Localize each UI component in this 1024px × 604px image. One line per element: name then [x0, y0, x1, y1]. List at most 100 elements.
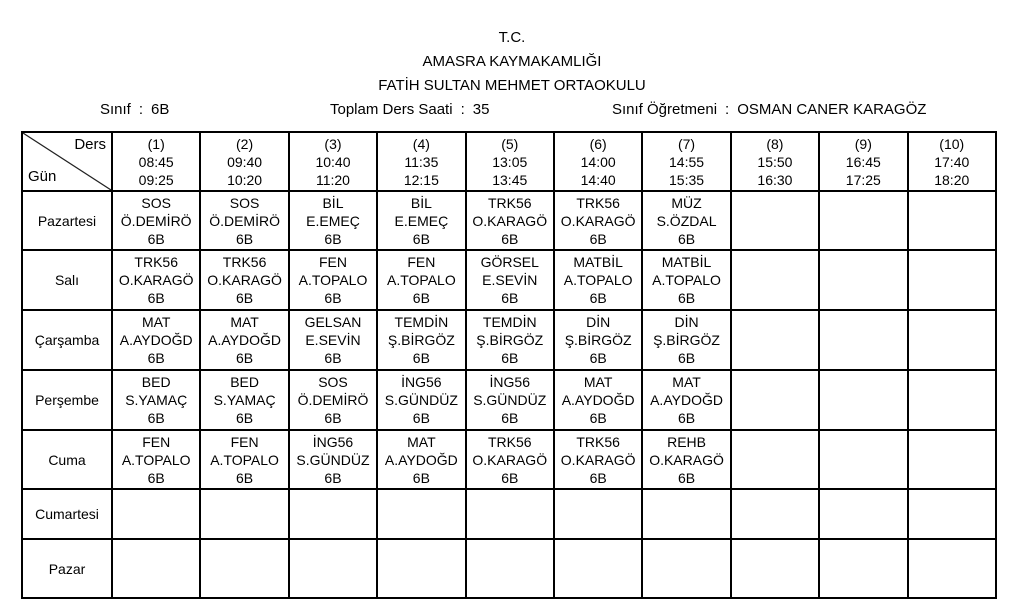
lesson-cell — [729, 369, 821, 431]
lesson-cell: SOS Ö.DEMİRÖ 6B — [199, 190, 290, 251]
class-separator: : — [138, 101, 144, 118]
lesson-cell — [818, 249, 909, 311]
lesson-cell — [729, 249, 821, 311]
lesson-cell: TRK56 O.KARAGÖ 6B — [464, 190, 555, 251]
corner-label-ders: Ders — [74, 136, 106, 153]
class-field: Sınıf:6B — [100, 101, 169, 118]
lesson-cell: FEN A.TOPALO 6B — [110, 429, 202, 490]
header-republic: T.C. — [498, 29, 526, 46]
header-district: AMASRA KAYMAKAMLIĞI — [422, 53, 602, 70]
timetable-body: Pazartesi SOS Ö.DEMİRÖ 6B SOS Ö.DEMİRÖ 6B BİL E.… — [21, 190, 998, 599]
lesson-cell — [552, 488, 644, 540]
lesson-cell: FEN A.TOPALO 6B — [287, 249, 379, 311]
lesson-cell — [464, 538, 555, 599]
lesson-cell — [818, 538, 909, 599]
period-header-6: (6) 14:00 14:40 — [552, 131, 644, 192]
lesson-cell: DİN Ş.BİRGÖZ 6B — [641, 309, 732, 371]
lesson-cell: TRK56 O.KARAGÖ 6B — [110, 249, 202, 311]
lesson-cell: DİN Ş.BİRGÖZ 6B — [552, 309, 644, 371]
lesson-cell: MAT A.AYDOĞD 6B — [199, 309, 290, 371]
total-hours-value: 35 — [472, 101, 490, 118]
day-row-5: Cuma FEN A.TOPALO 6B FEN A.TOPALO 6B İNG56 S.GÜN… — [21, 429, 998, 490]
lesson-cell: MATBİL A.TOPALO 6B — [641, 249, 732, 311]
lesson-cell — [464, 488, 555, 540]
lesson-cell — [729, 538, 821, 599]
lesson-cell — [729, 429, 821, 490]
lesson-cell: TEMDİN Ş.BİRGÖZ 6B — [376, 309, 467, 371]
lesson-cell: İNG56 S.GÜNDÜZ 6B — [376, 369, 467, 431]
lesson-cell — [376, 538, 467, 599]
total-hours-field: Toplam Ders Saati:35 — [330, 101, 489, 118]
lesson-cell: GÖRSEL E.SEVİN 6B — [464, 249, 555, 311]
period-row: Ders Gün (1) 08:45 09:25 (2) 09:40 10:20 (3) 10… — [21, 131, 998, 192]
class-value: 6B — [151, 101, 170, 118]
day-row-1: Pazartesi SOS Ö.DEMİRÖ 6B SOS Ö.DEMİRÖ 6B BİL E.… — [21, 190, 998, 251]
period-header-5: (5) 13:05 13:45 — [464, 131, 555, 192]
lesson-cell — [906, 429, 998, 490]
lesson-cell — [818, 190, 909, 251]
day-row-2: Salı TRK56 O.KARAGÖ 6B TRK56 O.KARAGÖ 6B FEN A.T… — [21, 249, 998, 311]
lesson-cell: FEN A.TOPALO 6B — [376, 249, 467, 311]
day-label: Perşembe — [21, 369, 113, 431]
lesson-cell — [552, 538, 644, 599]
lesson-cell: İNG56 S.GÜNDÜZ 6B — [464, 369, 555, 431]
total-hours-separator: : — [460, 101, 465, 118]
class-teacher-value: OSMAN CANER KARAGÖZ — [737, 101, 927, 118]
lesson-cell — [818, 309, 909, 371]
total-hours-label: Toplam Ders Saati — [330, 101, 453, 118]
lesson-cell — [906, 309, 998, 371]
class-teacher-separator: : — [725, 101, 730, 118]
day-label: Cumartesi — [21, 488, 113, 540]
lesson-cell — [729, 488, 821, 540]
diagonal-line — [23, 133, 111, 190]
lesson-cell: REHB O.KARAGÖ 6B — [641, 429, 732, 490]
lesson-cell — [906, 249, 998, 311]
lesson-cell — [818, 369, 909, 431]
lesson-cell — [906, 488, 998, 540]
day-label: Pazartesi — [21, 190, 113, 251]
lesson-cell — [641, 538, 732, 599]
lesson-cell: FEN A.TOPALO 6B — [199, 429, 290, 490]
class-teacher-field: Sınıf Öğretmeni: OSMAN CANER KARAGÖZ — [612, 101, 926, 118]
lesson-cell — [906, 369, 998, 431]
lesson-cell — [287, 488, 379, 540]
lesson-cell: GELSAN E.SEVİN 6B — [287, 309, 379, 371]
lesson-cell: TRK56 O.KARAGÖ 6B — [199, 249, 290, 311]
lesson-cell — [818, 488, 909, 540]
lesson-cell — [199, 488, 290, 540]
lesson-cell: MÜZ S.ÖZDAL 6B — [641, 190, 732, 251]
lesson-cell: MAT A.AYDOĞD 6B — [376, 429, 467, 490]
day-label: Salı — [21, 249, 113, 311]
lesson-cell — [818, 429, 909, 490]
lesson-cell — [110, 488, 202, 540]
lesson-cell: MATBİL A.TOPALO 6B — [552, 249, 644, 311]
lesson-cell: TRK56 O.KARAGÖ 6B — [552, 190, 644, 251]
lesson-cell: BED S.YAMAÇ 6B — [110, 369, 202, 431]
day-label: Cuma — [21, 429, 113, 490]
lesson-cell: TEMDİN Ş.BİRGÖZ 6B — [464, 309, 555, 371]
lesson-cell: BED S.YAMAÇ 6B — [199, 369, 290, 431]
day-label: Pazar — [21, 538, 113, 599]
period-header-2: (2) 09:40 10:20 — [199, 131, 290, 192]
period-header-3: (3) 10:40 11:20 — [287, 131, 379, 192]
document-header: T.C. AMASRA KAYMAKAMLIĞI FATİH SULTAN ME… — [0, 26, 1024, 98]
timetable: Ders Gün (1) 08:45 09:25 (2) 09:40 10:20 (3) 10… — [21, 131, 998, 599]
lesson-cell — [906, 538, 998, 599]
lesson-cell — [376, 488, 467, 540]
lesson-cell: MAT A.AYDOĞD 6B — [110, 309, 202, 371]
lesson-cell — [641, 488, 732, 540]
class-teacher-label: Sınıf Öğretmeni — [612, 101, 718, 118]
lesson-cell — [287, 538, 379, 599]
lesson-cell: TRK56 O.KARAGÖ 6B — [464, 429, 555, 490]
corner-cell: Ders Gün — [21, 131, 113, 192]
lesson-cell — [729, 190, 821, 251]
period-header-8: (8) 15:50 16:30 — [729, 131, 821, 192]
day-label: Çarşamba — [21, 309, 113, 371]
info-line: Sınıf:6B Toplam Ders Saati:35 Sınıf Öğre… — [0, 101, 1024, 123]
corner-label-gun: Gün — [28, 168, 57, 185]
lesson-cell: İNG56 S.GÜNDÜZ 6B — [287, 429, 379, 490]
lesson-cell: TRK56 O.KARAGÖ 6B — [552, 429, 644, 490]
day-row-6: Cumartesi — [21, 488, 998, 540]
day-row-3: Çarşamba MAT A.AYDOĞD 6B MAT A.AYDOĞD 6B GELSAN… — [21, 309, 998, 371]
